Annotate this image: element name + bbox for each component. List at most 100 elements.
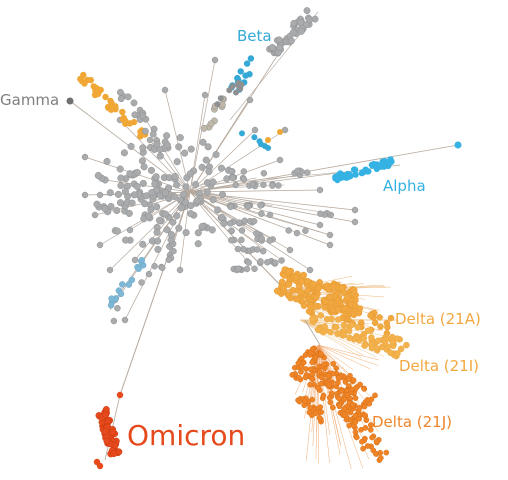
tree-node [246,96,254,104]
tree-node [200,124,208,132]
tree-node [139,179,147,187]
branch [109,191,191,271]
tree-node [260,181,267,189]
tree-node [128,199,136,207]
tree-node [264,259,271,266]
delta-21j-node [335,395,342,402]
delta-21i-node [334,330,341,337]
tree-node [106,266,114,274]
gamma-node [102,93,109,101]
tree-node [293,229,301,237]
delta-21j-node [364,397,371,403]
tree-node [176,266,184,274]
beta-node [251,134,258,141]
beta-node [237,68,244,75]
tree-node [186,170,194,178]
tree-node [203,188,211,196]
label-alpha: Alpha [383,177,426,195]
gamma-root-node [66,97,74,105]
delta-21j-node [318,374,325,381]
beta-node [242,72,249,79]
tree-node [207,120,215,128]
tree-node [275,36,283,44]
gamma-node [265,137,271,143]
tree-node [170,192,178,201]
tree-node [257,258,264,265]
tree-node [93,200,101,208]
tree-node [302,227,309,235]
beta-node [243,60,251,67]
delta-21i-node [397,345,405,353]
gamma-node [91,91,99,99]
delta-21j-node [316,369,323,375]
tree-node [232,181,240,189]
delta-21a-node [273,287,281,295]
tree-node [233,89,239,96]
tree-node [119,281,126,288]
delta-21j-node [309,346,316,352]
delta-21j-node [367,422,374,428]
delta-21i-node [346,334,353,342]
beta-node [247,55,255,62]
tree-node [258,235,265,242]
alpha-node [454,141,462,149]
delta-21a-node [367,312,374,319]
omicron-node [102,428,110,436]
tree-node [269,182,276,189]
tree-node [169,218,177,226]
tree-node [139,240,147,248]
tree-node [238,236,245,244]
delta-21i-node [364,327,372,334]
tree-node [177,204,185,212]
delta-21j-node [362,412,368,419]
alpha-node [351,166,359,173]
tree-node [326,241,334,249]
tree-node [147,166,155,174]
delta-21i-node [354,323,361,331]
delta-21j-node [356,404,363,411]
tree-node [306,266,314,274]
tree-node [218,213,226,221]
delta-21i-node [335,316,342,323]
branch [199,171,344,186]
tree-node [155,216,164,224]
tree-node [128,276,136,284]
tree-node [125,209,133,217]
omicron-node [116,391,124,399]
delta-21j-node [344,392,351,399]
tree-node [165,256,173,264]
tree-node [217,95,224,102]
tree-node [117,174,125,182]
delta-21a-node [387,314,395,322]
tree-node [108,295,115,302]
tree-node [254,246,261,253]
tree-node [120,149,128,157]
tree-node [268,43,276,51]
delta-21j-node [326,381,332,388]
delta-21i-node [368,344,376,352]
tree-node [133,169,141,177]
delta-21i-node [368,334,375,341]
tree-node [156,152,164,160]
delta-21i-node [317,312,325,319]
tree-node [121,316,129,324]
delta-21j-node [314,384,321,391]
branch [189,191,286,291]
tree-node [259,247,267,255]
alpha-node [373,161,381,168]
tree-node [220,219,228,228]
tree-node [135,265,142,273]
branch [299,319,364,356]
tree-node [240,176,248,183]
delta-21j-node [318,351,324,357]
gamma-node [137,133,144,140]
delta-21i-node [345,327,353,335]
tree-node [241,217,248,225]
delta-21a-node [303,277,311,285]
tree-node [173,212,181,220]
tree-node [236,219,243,226]
delta-21i-node [387,349,394,356]
delta-21a-node [300,271,308,279]
delta-21i-node [403,341,410,349]
delta-21j-node [373,438,380,445]
